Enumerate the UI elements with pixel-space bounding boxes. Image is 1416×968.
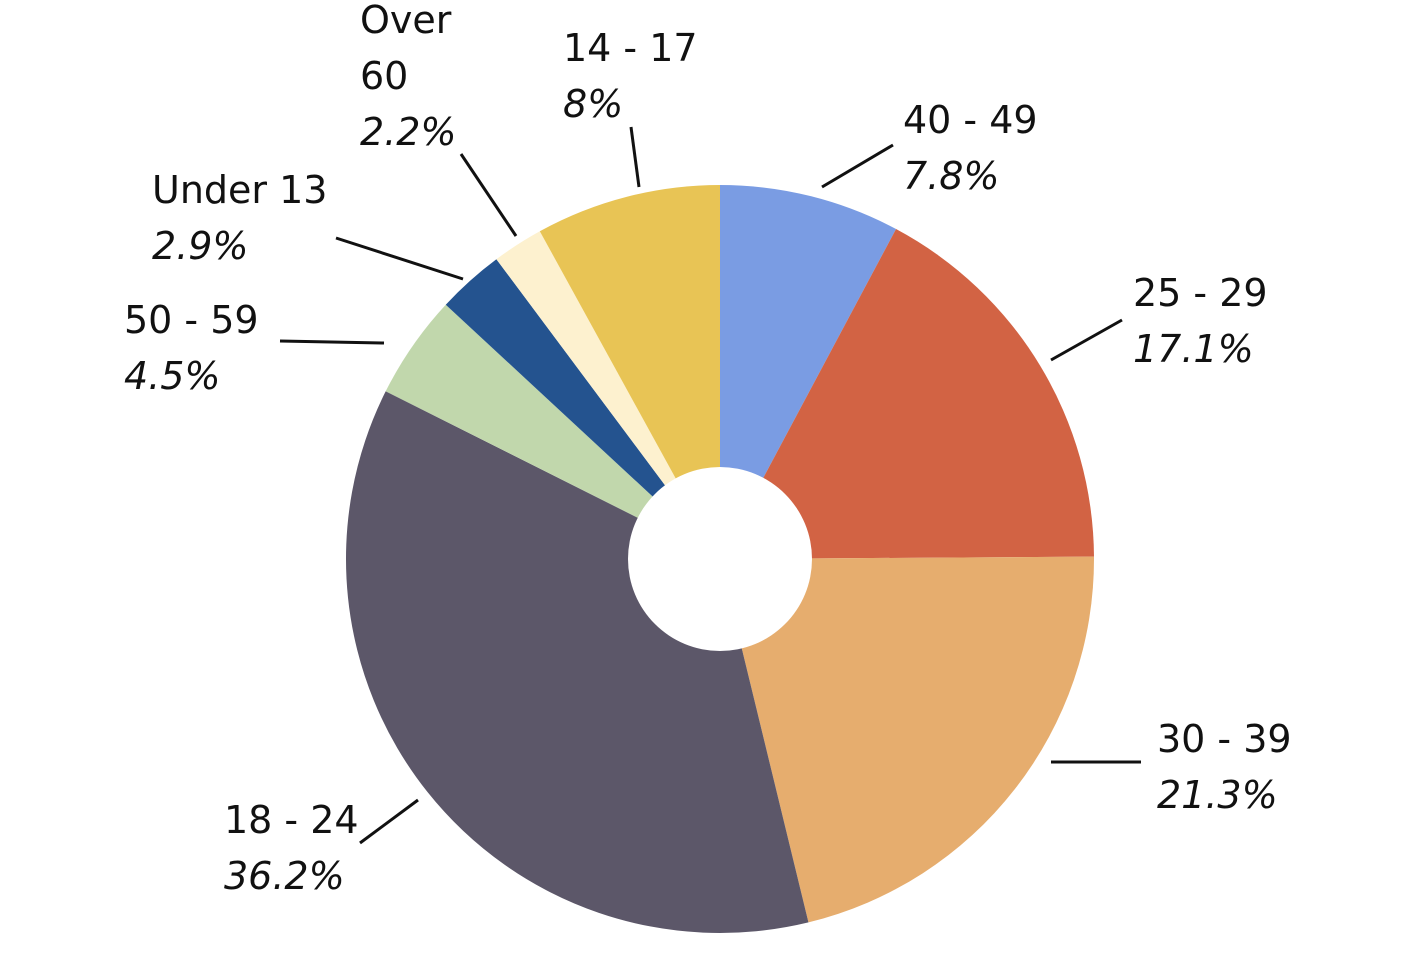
slice-percent-25-29: 17.1% bbox=[1133, 327, 1254, 371]
slice-label-line: 25 - 29 bbox=[1133, 271, 1268, 315]
leader-line-25-29 bbox=[1050, 318, 1123, 362]
slice-percent-over-60: 2.2% bbox=[360, 110, 457, 154]
pie-slices bbox=[345, 185, 1094, 934]
slice-percent-18-24: 36.2% bbox=[224, 854, 345, 898]
slice-labels: 40 - 49 7.8% 25 - 29 17.1% 30 - 39 21.3% 18 - … bbox=[124, 0, 1292, 898]
slice-label-line: 60 bbox=[360, 54, 408, 98]
leader-lines bbox=[279, 126, 1141, 845]
slice-label-line: Under 13 bbox=[152, 168, 327, 212]
pie-slice-18-24 bbox=[345, 391, 809, 934]
slice-label-line: 14 - 17 bbox=[563, 26, 698, 70]
slice-label-over-60: Over 60 bbox=[360, 0, 452, 98]
slice-percent-40-49: 7.8% bbox=[903, 154, 1000, 198]
slice-label-line: 40 - 49 bbox=[903, 98, 1038, 142]
leader-line-40-49 bbox=[821, 143, 894, 189]
slice-label-25-29: 25 - 29 bbox=[1133, 271, 1268, 315]
leader-line-under-13 bbox=[335, 236, 464, 281]
leader-line-14-17 bbox=[629, 126, 641, 188]
leader-line-18-24 bbox=[359, 798, 419, 845]
pie-slice-25-29 bbox=[720, 229, 1094, 559]
slice-percent-under-13: 2.9% bbox=[152, 224, 249, 268]
pie-slice-under-13 bbox=[445, 259, 720, 559]
slice-label-18-24: 18 - 24 bbox=[224, 798, 359, 842]
slice-label-line: 18 - 24 bbox=[224, 798, 359, 842]
pie-slice-over-60 bbox=[496, 231, 720, 559]
slice-label-40-49: 40 - 49 bbox=[903, 98, 1038, 142]
slice-label-line: 30 - 39 bbox=[1157, 717, 1292, 761]
slice-label-under-13: Under 13 bbox=[152, 168, 327, 212]
leader-line-over-60 bbox=[459, 153, 518, 237]
slice-percent-30-39: 21.3% bbox=[1157, 773, 1278, 817]
pie-slice-30-39 bbox=[720, 556, 1094, 923]
slice-label-line: Over bbox=[360, 0, 452, 42]
pie-slice-14-17 bbox=[539, 185, 720, 559]
pie-slice-50-59 bbox=[385, 304, 720, 559]
slice-label-50-59: 50 - 59 bbox=[124, 298, 259, 342]
donut-hole bbox=[628, 467, 812, 651]
leader-line-50-59 bbox=[279, 339, 385, 345]
slice-label-30-39: 30 - 39 bbox=[1157, 717, 1292, 761]
slice-label-line: 50 - 59 bbox=[124, 298, 259, 342]
slice-percent-50-59: 4.5% bbox=[124, 354, 221, 398]
slice-percent-14-17: 8% bbox=[563, 82, 623, 126]
pie-slice-40-49 bbox=[720, 185, 897, 559]
slice-label-14-17: 14 - 17 bbox=[563, 26, 698, 70]
